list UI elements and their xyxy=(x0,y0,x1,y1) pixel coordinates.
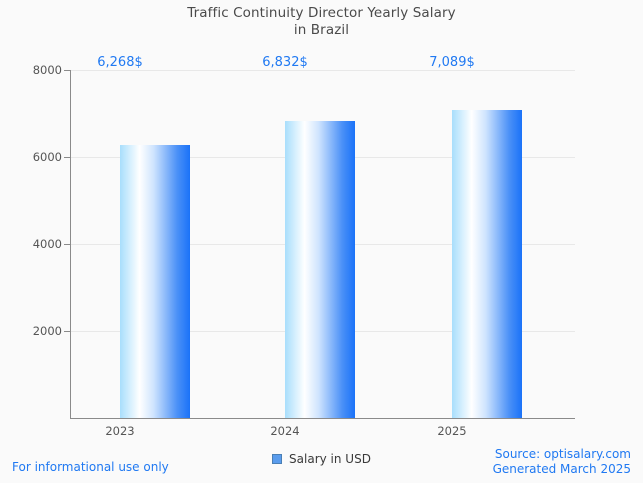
legend-item-salary-in-usd[interactable]: Salary in USD xyxy=(289,452,371,466)
footer-disclaimer: For informational use only xyxy=(12,460,169,474)
y-tick-label-4000: 4000 xyxy=(32,237,62,251)
footer-generated-line: Generated March 2025 xyxy=(492,462,631,476)
chart-title-line-2: in Brazil xyxy=(293,22,350,38)
bar-value-label-2023: 6,268$ xyxy=(97,55,143,70)
plot-area xyxy=(70,70,575,418)
bar-2025[interactable] xyxy=(452,109,522,418)
chart-legend: Salary in USD xyxy=(0,452,643,466)
y-tick-label-2000: 2000 xyxy=(32,324,62,338)
legend-swatch-icon xyxy=(272,454,283,464)
bar-value-label-2025: 7,089$ xyxy=(429,55,475,70)
bar-value-label-2024: 6,832$ xyxy=(262,55,308,70)
x-tick-label-2023: 2023 xyxy=(105,424,135,438)
footer-source-line: Source: optisalary.com xyxy=(494,447,631,461)
x-tick-label-2024: 2024 xyxy=(270,424,300,438)
y-tick-mark-4000 xyxy=(64,244,70,245)
x-tick-label-2025: 2025 xyxy=(437,424,467,438)
chart-title-line-1: Traffic Continuity Director Yearly Salar… xyxy=(187,5,456,21)
y-axis: 8000 6000 4000 2000 xyxy=(0,0,62,483)
y-tick-mark-8000 xyxy=(64,70,70,71)
bar-2024[interactable] xyxy=(285,120,355,418)
y-tick-mark-6000 xyxy=(64,157,70,158)
x-axis-line xyxy=(70,418,575,419)
footer-source: Source: optisalary.com Generated March 2… xyxy=(493,447,631,477)
y-axis-line xyxy=(70,70,71,419)
gridline-8000 xyxy=(70,70,575,71)
y-tick-mark-2000 xyxy=(64,331,70,332)
y-tick-label-6000: 6000 xyxy=(32,150,62,164)
chart-title: Traffic Continuity Director Yearly Salar… xyxy=(0,5,643,39)
bar-2023[interactable] xyxy=(120,145,190,418)
y-tick-label-8000: 8000 xyxy=(32,63,62,77)
